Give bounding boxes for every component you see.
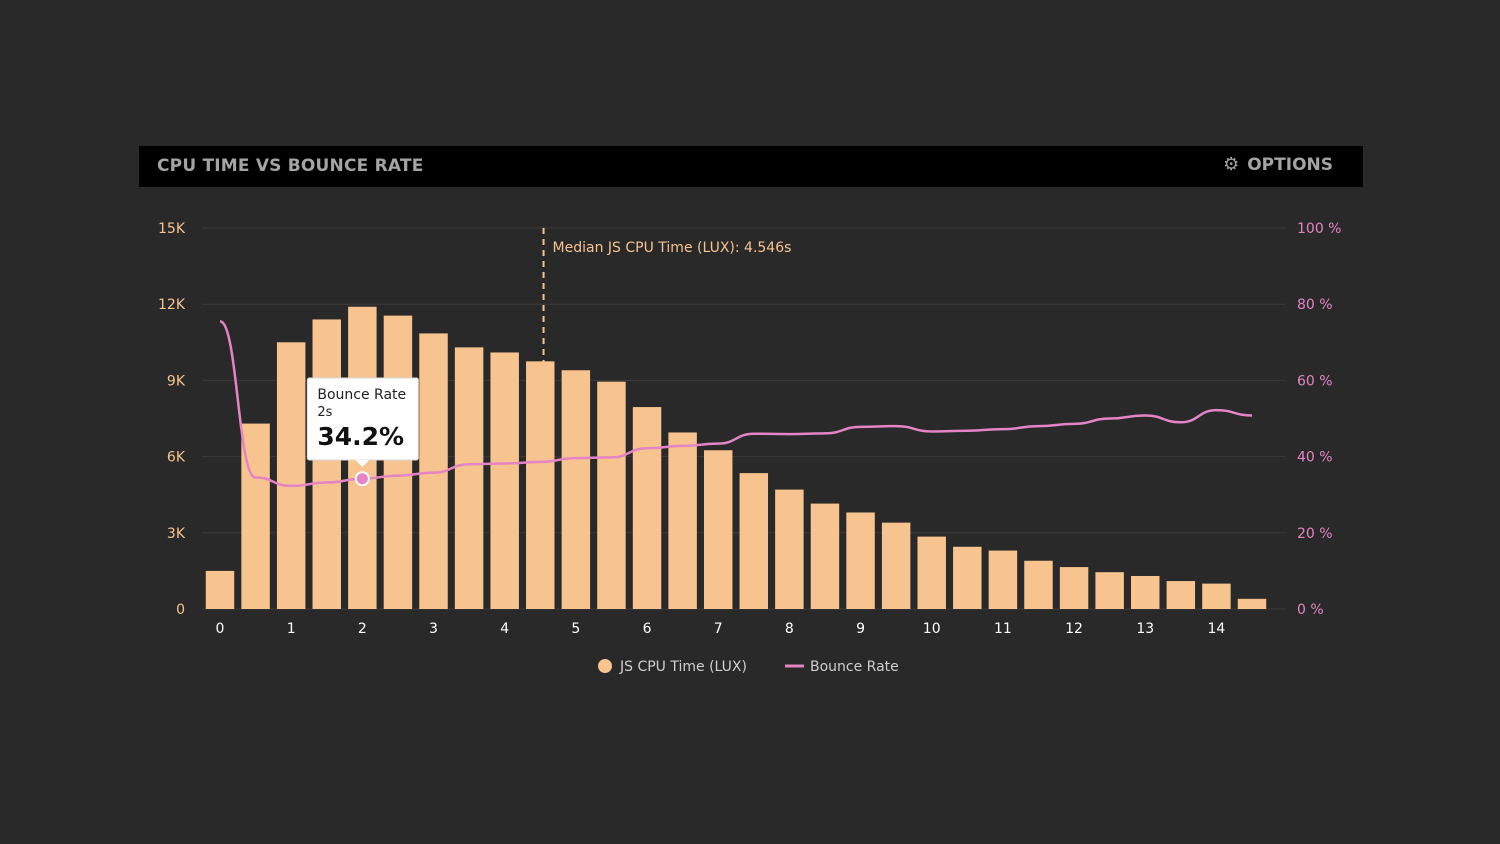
bar[interactable] <box>703 450 733 609</box>
x-tick-label: 4 <box>500 621 509 637</box>
y-left-tick-label: 12K <box>158 297 186 313</box>
bar[interactable] <box>312 319 341 609</box>
bars-layer <box>205 306 1267 609</box>
x-tick-label: 2 <box>358 621 367 637</box>
tooltip-series: Bounce Rate <box>317 387 406 403</box>
bar[interactable] <box>561 370 591 609</box>
x-tick-label: 7 <box>714 621 723 637</box>
y-left-tick-label: 6K <box>167 450 186 466</box>
bar[interactable] <box>1202 583 1231 609</box>
bounce-rate-line[interactable] <box>219 320 1253 488</box>
bar[interactable] <box>1166 581 1196 609</box>
x-tick-label: 13 <box>1136 621 1154 637</box>
y-left-tick-label: 0 <box>176 602 185 618</box>
gear-icon: ⚙ <box>1223 154 1240 175</box>
y-right-tick-label: 100 % <box>1297 221 1341 237</box>
legend-swatch-cpu-time <box>598 659 612 673</box>
y-left-tick-label: 3K <box>167 526 186 542</box>
x-tick-label: 11 <box>994 621 1012 637</box>
bar[interactable] <box>597 381 626 609</box>
legend-item-bounce-rate[interactable]: Bounce Rate <box>785 659 899 675</box>
options-label: OPTIONS <box>1247 155 1333 175</box>
bar[interactable] <box>775 489 804 609</box>
legend-label-bounce-rate: Bounce Rate <box>810 659 899 675</box>
bar[interactable] <box>383 315 413 609</box>
y-right-tick-label: 0 % <box>1297 602 1324 618</box>
bar[interactable] <box>454 347 484 609</box>
panel-header: CPU TIME VS BOUNCE RATE ⚙ OPTIONS <box>139 146 1363 187</box>
bar[interactable] <box>1024 560 1053 609</box>
bar[interactable] <box>739 473 769 609</box>
line-layer <box>219 320 1253 488</box>
x-tick-label: 9 <box>856 621 865 637</box>
x-tick-label: 14 <box>1207 621 1225 637</box>
median-label: Median JS CPU Time (LUX): 4.546s <box>553 240 792 256</box>
bar[interactable] <box>881 522 911 609</box>
bar[interactable] <box>668 432 697 609</box>
bar[interactable] <box>1237 598 1267 609</box>
x-tick-label: 0 <box>216 621 225 637</box>
tooltip-layer: Bounce Rate 2s 34.2% <box>306 377 419 487</box>
y-left-tick-label: 15K <box>158 221 186 237</box>
legend-layer[interactable]: JS CPU Time (LUX) Bounce Rate <box>598 659 899 675</box>
y-right-tick-label: 40 % <box>1297 450 1333 466</box>
bar[interactable] <box>276 342 306 609</box>
bar[interactable] <box>988 550 1018 609</box>
y-right-tick-label: 60 % <box>1297 373 1333 389</box>
x-tick-label: 10 <box>923 621 941 637</box>
x-tick-label: 12 <box>1065 621 1083 637</box>
x-tick-label: 3 <box>429 621 438 637</box>
tooltip-pointer <box>355 460 370 467</box>
y-right-tick-label: 20 % <box>1297 526 1333 542</box>
panel-title: CPU TIME VS BOUNCE RATE <box>157 156 424 176</box>
tooltip-x: 2s <box>317 405 332 420</box>
legend-item-cpu-time[interactable]: JS CPU Time (LUX) <box>598 659 747 675</box>
y-right-tick-label: 80 % <box>1297 297 1333 313</box>
x-tick-label: 6 <box>643 621 652 637</box>
bar[interactable] <box>526 361 555 609</box>
bar[interactable] <box>1059 567 1089 609</box>
bar[interactable] <box>1095 572 1124 609</box>
tooltip-value: 34.2% <box>317 422 404 451</box>
bar[interactable] <box>205 570 235 609</box>
tooltip-point-marker[interactable] <box>354 471 370 487</box>
legend-label-cpu-time: JS CPU Time (LUX) <box>619 659 747 675</box>
bar[interactable] <box>846 512 875 609</box>
median-layer: Median JS CPU Time (LUX): 4.546s <box>542 228 792 609</box>
bar[interactable] <box>810 503 840 609</box>
bar[interactable] <box>953 546 982 609</box>
x-tick-label: 8 <box>785 621 794 637</box>
bar[interactable] <box>490 352 519 609</box>
bar[interactable] <box>1131 575 1160 609</box>
bar[interactable] <box>917 536 946 609</box>
y-left-tick-label: 9K <box>167 373 186 389</box>
x-tick-label: 5 <box>571 621 580 637</box>
bar[interactable] <box>632 407 662 609</box>
options-button[interactable]: ⚙ OPTIONS <box>1223 155 1333 175</box>
x-tick-label: 1 <box>287 621 296 637</box>
